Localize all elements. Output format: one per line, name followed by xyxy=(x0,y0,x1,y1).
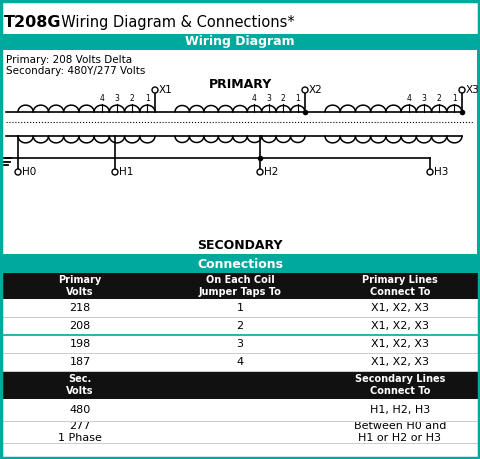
Text: 208: 208 xyxy=(70,321,91,331)
Text: Primary
Volts: Primary Volts xyxy=(59,275,102,297)
Text: Between H0 and
H1 or H2 or H3: Between H0 and H1 or H2 or H3 xyxy=(354,421,446,443)
Circle shape xyxy=(152,87,158,93)
Text: X2: X2 xyxy=(309,85,323,95)
Bar xyxy=(0,353,480,371)
Text: 218: 218 xyxy=(70,303,91,313)
Bar xyxy=(0,299,480,317)
Bar xyxy=(0,273,480,299)
Text: Connections: Connections xyxy=(197,258,283,272)
Text: Primary: 208 Volts Delta: Primary: 208 Volts Delta xyxy=(6,55,132,65)
Text: Primary Lines
Connect To: Primary Lines Connect To xyxy=(362,275,438,297)
Text: H2: H2 xyxy=(264,167,278,177)
Circle shape xyxy=(257,169,263,175)
Text: X1, X2, X3: X1, X2, X3 xyxy=(371,303,429,313)
Circle shape xyxy=(15,169,21,175)
Text: 1: 1 xyxy=(452,94,457,103)
Circle shape xyxy=(302,87,308,93)
Text: 2: 2 xyxy=(437,94,442,103)
Text: 2: 2 xyxy=(130,94,134,103)
Text: H1, H2, H3: H1, H2, H3 xyxy=(370,405,430,415)
Text: Secondary Lines
Connect To: Secondary Lines Connect To xyxy=(355,374,445,396)
Text: 2: 2 xyxy=(281,94,286,103)
Text: 480: 480 xyxy=(70,405,91,415)
Circle shape xyxy=(459,87,465,93)
Bar xyxy=(0,12,480,34)
Text: 4: 4 xyxy=(237,357,243,367)
Bar xyxy=(0,399,480,421)
Bar xyxy=(0,371,480,399)
Text: 3: 3 xyxy=(421,94,426,103)
Text: H0: H0 xyxy=(22,167,36,177)
Text: SECONDARY: SECONDARY xyxy=(197,239,283,252)
Text: 4: 4 xyxy=(99,94,104,103)
Bar xyxy=(0,335,480,353)
Text: X1, X2, X3: X1, X2, X3 xyxy=(371,357,429,367)
Text: 4: 4 xyxy=(406,94,411,103)
Bar xyxy=(0,421,480,443)
Text: X1, X2, X3: X1, X2, X3 xyxy=(371,321,429,331)
Bar xyxy=(0,257,480,273)
Text: H3: H3 xyxy=(434,167,448,177)
Text: 187: 187 xyxy=(70,357,91,367)
Bar xyxy=(0,50,480,257)
Text: X1: X1 xyxy=(159,85,173,95)
Text: Wiring Diagram: Wiring Diagram xyxy=(185,35,295,49)
Text: X3: X3 xyxy=(466,85,480,95)
Text: 4: 4 xyxy=(252,94,257,103)
Text: 198: 198 xyxy=(70,339,91,349)
Text: X1, X2, X3: X1, X2, X3 xyxy=(371,339,429,349)
Text: PRIMARY: PRIMARY xyxy=(208,78,272,91)
Text: T208G: T208G xyxy=(4,15,61,30)
Circle shape xyxy=(112,169,118,175)
Text: Wiring Diagram & Connections*: Wiring Diagram & Connections* xyxy=(52,15,295,30)
Text: 1: 1 xyxy=(295,94,300,103)
Text: 3: 3 xyxy=(115,94,120,103)
Bar xyxy=(3,50,477,254)
Text: 3: 3 xyxy=(237,339,243,349)
Text: 3: 3 xyxy=(266,94,271,103)
Text: 1: 1 xyxy=(145,94,150,103)
Text: 2: 2 xyxy=(237,321,243,331)
Bar xyxy=(0,34,480,50)
Text: H1: H1 xyxy=(119,167,133,177)
Text: On Each Coil
Jumper Taps To: On Each Coil Jumper Taps To xyxy=(199,275,281,297)
Text: Secondary: 480Y/277 Volts: Secondary: 480Y/277 Volts xyxy=(6,66,145,76)
Text: 277
1 Phase: 277 1 Phase xyxy=(58,421,102,443)
Text: 1: 1 xyxy=(237,303,243,313)
Text: Sec.
Volts: Sec. Volts xyxy=(66,374,94,396)
Circle shape xyxy=(427,169,433,175)
Bar xyxy=(0,317,480,335)
